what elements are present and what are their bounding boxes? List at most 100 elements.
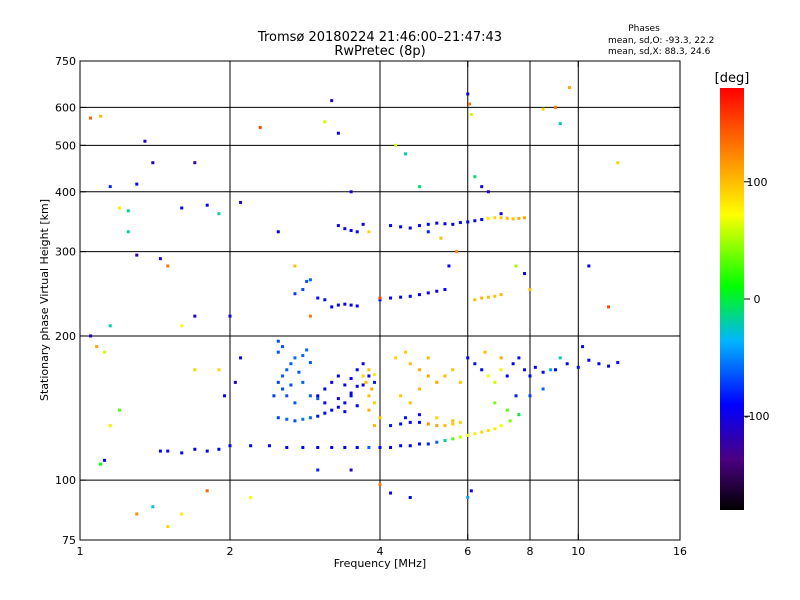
data-point [301, 288, 305, 292]
data-point [293, 292, 297, 296]
x-axis-label: Frequency [MHz] [334, 557, 426, 570]
data-point [316, 414, 320, 418]
data-point [285, 445, 289, 449]
data-point [443, 222, 447, 226]
data-point [378, 298, 382, 302]
colorbar-tick-label: -100 [745, 410, 770, 423]
data-point [301, 445, 305, 449]
y-tick-label: 200 [55, 330, 76, 343]
data-point [517, 413, 521, 417]
data-point [301, 380, 305, 384]
data-point [443, 439, 447, 443]
data-point [89, 334, 93, 338]
data-point [289, 362, 293, 366]
data-point [316, 397, 320, 401]
data-point [330, 445, 334, 449]
data-point [117, 408, 121, 412]
data-point [493, 380, 497, 384]
data-point [378, 445, 382, 449]
data-point [493, 401, 497, 405]
x-tick-label: 4 [377, 545, 384, 558]
data-point [514, 394, 518, 398]
data-point [193, 447, 197, 451]
data-point [473, 175, 477, 179]
data-point [281, 374, 285, 378]
data-point [205, 449, 209, 453]
data-point [276, 350, 280, 354]
data-point [483, 350, 487, 354]
data-point [355, 404, 359, 408]
data-point [616, 361, 620, 365]
data-point [417, 224, 421, 228]
data-point [249, 495, 253, 499]
data-point [499, 368, 503, 372]
x-tick-label: 6 [464, 545, 471, 558]
data-point [417, 387, 421, 391]
data-point [408, 495, 412, 499]
data-point [373, 380, 377, 384]
stats-line-o: mean, sd,O: -93.3, 22.2 [608, 36, 714, 46]
data-point [373, 401, 377, 405]
data-point [426, 442, 430, 446]
data-point [316, 468, 320, 472]
data-point [480, 185, 484, 189]
y-tick-label: 100 [55, 474, 76, 487]
data-point [480, 218, 484, 222]
colorbar-tick-label: 100 [747, 176, 768, 189]
data-point [473, 298, 477, 302]
data-point [361, 222, 365, 226]
data-point [193, 368, 197, 372]
data-point [426, 222, 430, 226]
data-point [343, 302, 347, 306]
data-point [272, 394, 276, 398]
data-point [469, 112, 473, 116]
data-point [205, 203, 209, 207]
data-point [451, 368, 455, 372]
data-point [343, 383, 347, 387]
data-point [103, 458, 107, 462]
chart-title: Tromsø 20180224 21:46:00–21:47:43 [257, 30, 502, 45]
data-point [505, 408, 509, 412]
data-point [336, 224, 340, 228]
data-point [417, 368, 421, 372]
data-point [499, 293, 503, 297]
data-point [558, 356, 562, 360]
data-point [417, 293, 421, 297]
data-point [297, 370, 301, 374]
x-tick-label: 2 [227, 545, 234, 558]
data-point [403, 350, 407, 354]
data-point [426, 422, 430, 426]
data-point [480, 430, 484, 434]
data-point [281, 345, 285, 349]
data-point [330, 99, 334, 103]
data-point [426, 230, 430, 234]
colorbar-tick-label: 0 [754, 293, 761, 306]
x-axis-ticks: 1 2 4 6 8 10 16 [77, 61, 687, 558]
data-point [180, 324, 184, 328]
data-point [323, 411, 327, 415]
data-point [505, 374, 509, 378]
data-point [403, 416, 407, 420]
data-point [426, 291, 430, 295]
data-point [399, 422, 403, 426]
data-point [349, 190, 353, 194]
data-point [607, 305, 611, 309]
data-point [567, 86, 571, 90]
data-point [549, 368, 553, 372]
data-point [166, 264, 170, 268]
data-point [587, 264, 591, 268]
data-point [135, 512, 139, 516]
data-point [466, 433, 470, 437]
data-point [493, 216, 497, 220]
data-point [285, 394, 289, 398]
data-point [336, 374, 340, 378]
data-point [217, 368, 221, 372]
data-point [558, 122, 562, 126]
data-point [308, 394, 312, 398]
data-point [493, 294, 497, 298]
data-point [343, 445, 347, 449]
x-tick-label: 1 [77, 545, 84, 558]
data-point [426, 356, 430, 360]
data-point [523, 368, 527, 372]
data-point [408, 401, 412, 405]
